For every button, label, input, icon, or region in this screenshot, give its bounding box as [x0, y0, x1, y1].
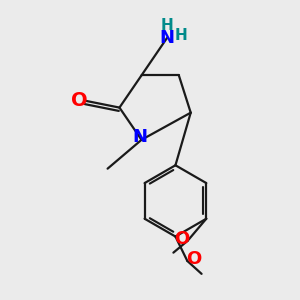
Text: H: H	[160, 18, 173, 33]
Text: O: O	[186, 250, 201, 268]
Text: O: O	[71, 91, 88, 110]
Text: N: N	[160, 29, 175, 47]
Text: O: O	[174, 230, 189, 248]
Text: H: H	[175, 28, 188, 43]
Text: N: N	[132, 128, 147, 146]
